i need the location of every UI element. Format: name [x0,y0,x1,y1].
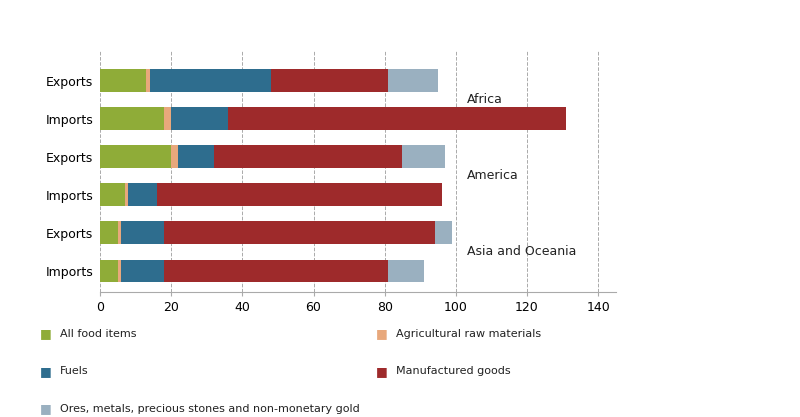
Bar [150,69,271,92]
Bar [100,107,164,130]
Bar [434,221,452,244]
Text: Asia and Oceania: Asia and Oceania [466,246,576,259]
Bar [157,183,442,206]
Text: All food items: All food items [60,329,137,339]
Bar [100,221,118,244]
Text: Ores, metals, precious stones and non-monetary gold: Ores, metals, precious stones and non-mo… [60,404,360,414]
Bar [388,259,424,282]
Bar [129,183,157,206]
Bar [402,145,445,168]
Bar [271,69,388,92]
Bar [214,145,402,168]
Bar [125,183,129,206]
Bar [118,259,122,282]
Bar [171,107,228,130]
Bar [164,221,434,244]
Text: ■: ■ [376,327,388,340]
Bar [228,107,566,130]
Bar [388,69,438,92]
Bar [164,107,171,130]
Text: ■: ■ [40,402,52,415]
Text: America: America [466,169,518,182]
Text: ■: ■ [40,327,52,340]
Bar [100,69,146,92]
Text: Agricultural raw materials: Agricultural raw materials [396,329,541,339]
Bar [118,221,122,244]
Bar [146,69,150,92]
Text: Fuels: Fuels [60,366,89,376]
Bar [122,259,164,282]
Text: ■: ■ [40,364,52,378]
Bar [164,259,388,282]
Text: Manufactured goods: Manufactured goods [396,366,510,376]
Text: Africa: Africa [466,93,502,106]
Bar [122,221,164,244]
Bar [100,145,171,168]
Bar [178,145,214,168]
Text: ■: ■ [376,364,388,378]
Bar [100,183,125,206]
Bar [100,259,118,282]
Bar [171,145,178,168]
